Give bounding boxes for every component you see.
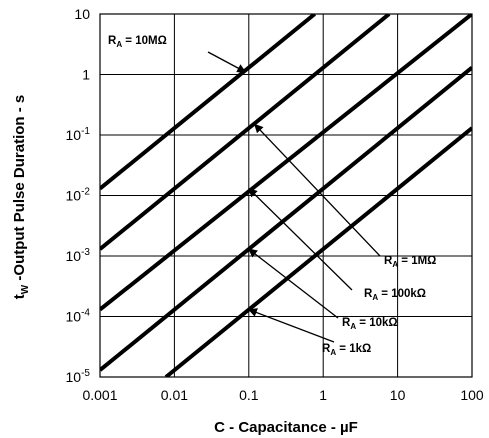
series-label: RA = 10MΩ <box>108 35 167 49</box>
annotation-arrows <box>207 51 381 343</box>
annotation-arrow <box>248 187 353 291</box>
x-tick-label: 0.001 <box>82 387 117 403</box>
annotation-arrow <box>207 51 247 73</box>
y-tick-label: 10-4 <box>66 308 91 325</box>
y-axis-title: tW -Output Pulse Duration - s <box>11 95 31 299</box>
annotation-arrow <box>254 123 381 257</box>
series-label: RA = 1MΩ <box>384 255 436 269</box>
y-tick-label: 10 <box>74 6 90 22</box>
x-axis-title: C - Capacitance - µF <box>214 419 358 436</box>
series-line-5 <box>100 14 317 191</box>
annotation-labels: RA = 1kΩ RA = 10kΩ RA = 100kΩ RA = 1MΩ RA = … <box>108 35 436 357</box>
series-label: RA = 1kΩ <box>322 343 371 357</box>
plot-frame <box>99 13 473 378</box>
y-tick-labels: 10-5 10-4 10-3 10-2 10-1 1 10 <box>66 6 91 385</box>
series-label: RA = 10kΩ <box>342 317 398 331</box>
series-line-3 <box>100 14 472 312</box>
x-tick-label: 1 <box>319 387 327 403</box>
x-tick-label: 0.1 <box>239 387 259 403</box>
x-tick-label: 0.01 <box>161 387 188 403</box>
series-line-1 <box>164 126 472 377</box>
y-tick-label: 10-2 <box>66 187 91 204</box>
y-tick-label: 10-5 <box>66 368 91 385</box>
series-line-4 <box>100 14 391 251</box>
series-line-2 <box>100 66 472 372</box>
y-tick-label: 10-1 <box>66 126 91 143</box>
x-tick-labels: 0.001 0.01 0.1 1 10 100 <box>82 387 483 403</box>
y-tick-label: 10-3 <box>66 247 91 264</box>
grid <box>99 13 473 378</box>
y-tick-label: 1 <box>82 67 90 83</box>
annotation-arrow <box>247 308 335 343</box>
x-tick-label: 100 <box>460 387 484 403</box>
x-tick-label: 10 <box>390 387 406 403</box>
series-label: RA = 100kΩ <box>364 288 426 302</box>
annotation-arrow <box>248 248 339 319</box>
series-lines <box>100 14 472 377</box>
